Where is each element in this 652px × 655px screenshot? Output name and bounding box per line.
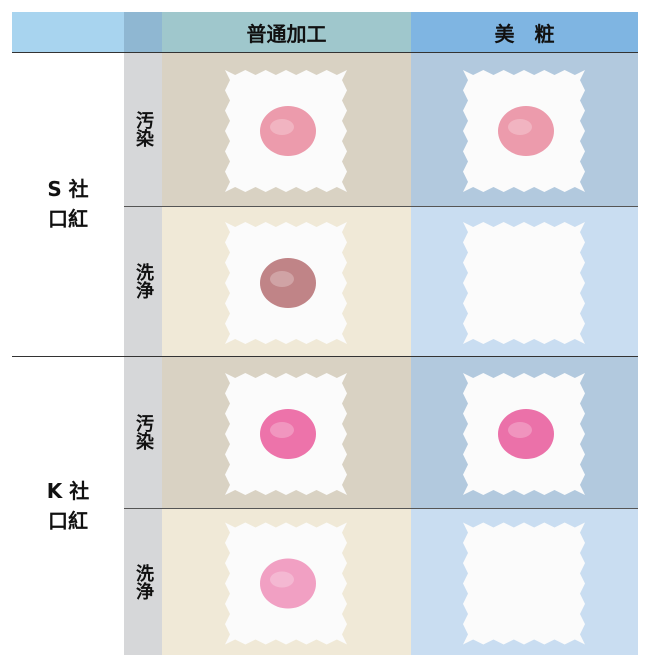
group-text: 口紅 [48,508,88,533]
stain [498,409,554,459]
group-divider [12,52,638,53]
stain-highlight [508,422,532,438]
row-label: 洗浄 [124,508,162,655]
swatch [463,522,585,645]
stain-highlight [270,422,294,438]
header-cell [124,12,162,52]
row-label: 汚染 [124,356,162,508]
stain [260,558,316,609]
row-divider [124,508,638,509]
stain [498,106,554,156]
stain [260,258,316,308]
group-text: S 社 [47,177,89,201]
stain-highlight [508,119,532,135]
stain [260,106,316,156]
stain-highlight [270,119,294,135]
row-divider [124,206,638,207]
row-label: 洗浄 [124,206,162,356]
column-header: 普通加工 [162,12,411,52]
group-text: K 社 [46,478,90,503]
stain-highlight [270,271,294,287]
group-divider [12,356,638,357]
swatch [463,222,585,344]
column-header: 美 粧 [411,12,638,52]
group-label: K 社口紅 [12,356,124,655]
row-label: 汚染 [124,52,162,206]
stain-highlight [270,571,294,588]
header-cell [12,12,124,52]
group-text: 口紅 [48,207,88,231]
stain [260,409,316,459]
group-label: S 社口紅 [12,52,124,356]
